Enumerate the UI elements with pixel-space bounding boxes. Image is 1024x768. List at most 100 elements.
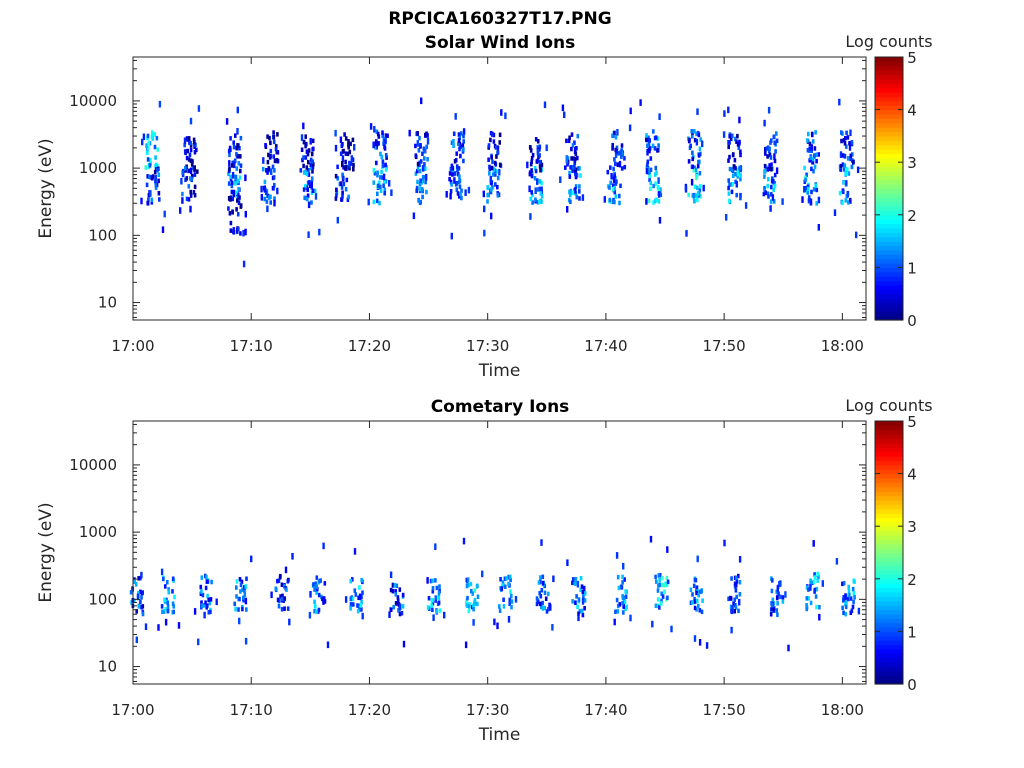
- spectrogram-cell: [166, 604, 170, 610]
- spectrogram-cell: [233, 601, 236, 607]
- spectrogram-cell: [150, 200, 154, 205]
- spectrogram-cell: [421, 151, 424, 156]
- spectrogram-cell: [381, 159, 385, 164]
- spectrogram-cell: [316, 609, 320, 614]
- spectrogram-cell: [193, 172, 197, 177]
- colorbar-swatch: [875, 280, 903, 286]
- spectrogram-cell: [344, 596, 348, 603]
- spectrogram-cell: [383, 191, 386, 196]
- spectrogram-cell: [397, 602, 401, 607]
- spectrogram-cell: [855, 231, 858, 239]
- spectrogram-cell: [846, 135, 850, 140]
- spectrogram-cell: [839, 151, 843, 158]
- spectrogram-cell: [735, 579, 739, 584]
- spectrogram-cell: [775, 138, 779, 144]
- spectrogram-cell: [583, 598, 587, 603]
- spectrogram-cell: [692, 193, 696, 199]
- colorbar-swatch: [875, 486, 903, 492]
- spectrogram-cell: [356, 608, 360, 614]
- colorbar-swatch: [875, 83, 903, 89]
- spectrogram-cell: [314, 581, 318, 586]
- spectrogram-cell: [414, 153, 418, 158]
- spectrogram-cell: [570, 156, 573, 161]
- colorbar-swatch: [875, 61, 903, 67]
- spectrogram-cell: [158, 100, 162, 108]
- spectrogram-cell: [693, 605, 697, 611]
- spectrogram-cell: [536, 148, 540, 156]
- spectrogram-cell: [803, 165, 806, 171]
- spectrogram-cell: [187, 197, 191, 202]
- spectrogram-cell: [853, 579, 856, 584]
- colorbar-swatch: [875, 469, 903, 475]
- spectrogram-cell: [538, 164, 542, 169]
- spectrogram-cell: [659, 601, 663, 606]
- spectrogram-cell: [647, 141, 651, 147]
- colorbar-swatch: [875, 587, 903, 593]
- spectrogram-cell: [648, 148, 651, 154]
- spectrogram-cell: [457, 141, 460, 146]
- spectrogram-cell: [448, 176, 451, 182]
- spectrogram-cell: [576, 155, 579, 161]
- spectrogram-cell: [533, 166, 537, 171]
- spectrogram-cell: [773, 172, 777, 178]
- x-tick-label: 17:30: [466, 701, 509, 719]
- spectrogram-cell: [810, 189, 813, 195]
- spectrogram-cell: [666, 579, 670, 585]
- spectrogram-cell: [577, 614, 580, 622]
- spectrogram-cell: [448, 171, 452, 176]
- spectrogram-cell: [135, 609, 138, 614]
- spectrogram-cell: [236, 178, 240, 184]
- spectrogram-cell: [625, 604, 628, 610]
- spectrogram-cell: [340, 143, 344, 149]
- spectrogram-cell: [531, 152, 535, 158]
- spectrogram-cell: [227, 171, 230, 177]
- spectrogram-cell: [341, 194, 344, 199]
- spectrogram-cell: [841, 581, 844, 587]
- spectrogram-cell: [357, 595, 360, 600]
- colorbar-tick-label: 1: [907, 623, 917, 641]
- spectrogram-cell: [850, 608, 854, 613]
- spectrogram-cell: [263, 179, 267, 185]
- spectrogram-cell: [736, 171, 740, 176]
- spectrogram-cell: [843, 141, 847, 146]
- spectrogram-cell: [430, 597, 434, 603]
- spectrogram-cell: [844, 601, 847, 607]
- spectrogram-cell: [658, 573, 662, 578]
- colorbar-swatch: [875, 552, 903, 558]
- spectrogram-cell: [496, 175, 500, 181]
- spectrogram-cell: [689, 143, 692, 149]
- spectrogram-cell: [443, 611, 446, 619]
- spectrogram-cell: [372, 180, 376, 185]
- spectrogram-cell: [153, 144, 157, 150]
- spectrogram-cell: [462, 147, 465, 152]
- spectrogram-cell: [261, 166, 265, 172]
- colorbar-swatch: [875, 311, 903, 317]
- spectrogram-cell: [235, 151, 238, 157]
- spectrogram-cell: [270, 168, 273, 175]
- spectrogram-cell: [496, 184, 499, 190]
- colorbar-swatch: [875, 219, 903, 225]
- spectrogram-cell: [225, 118, 229, 125]
- spectrogram-cell: [767, 194, 770, 199]
- spectrogram-cell: [360, 577, 363, 583]
- y-tick-label: 10: [98, 294, 117, 312]
- spectrogram-cell: [200, 589, 203, 594]
- spectrogram-cell: [543, 101, 547, 109]
- spectrogram-cell: [489, 137, 492, 143]
- spectrogram-cell: [736, 174, 739, 179]
- colorbar-swatch: [875, 188, 903, 194]
- spectrogram-cell: [229, 228, 233, 233]
- spectrogram-cell: [229, 136, 232, 141]
- spectrogram-cell: [539, 594, 543, 599]
- spectrogram-cell: [648, 146, 652, 151]
- spectrogram-cell: [481, 570, 484, 578]
- spectrogram-cell: [276, 150, 280, 155]
- spectrogram-cell: [811, 156, 815, 162]
- spectrogram-cell: [696, 555, 699, 563]
- spectrogram-cell: [163, 210, 166, 218]
- spectrogram-cell: [530, 168, 533, 173]
- spectrogram-cell: [654, 135, 658, 140]
- spectrogram-cell: [130, 600, 133, 605]
- spectrogram-cell: [459, 144, 462, 149]
- spectrogram-cell: [472, 607, 475, 612]
